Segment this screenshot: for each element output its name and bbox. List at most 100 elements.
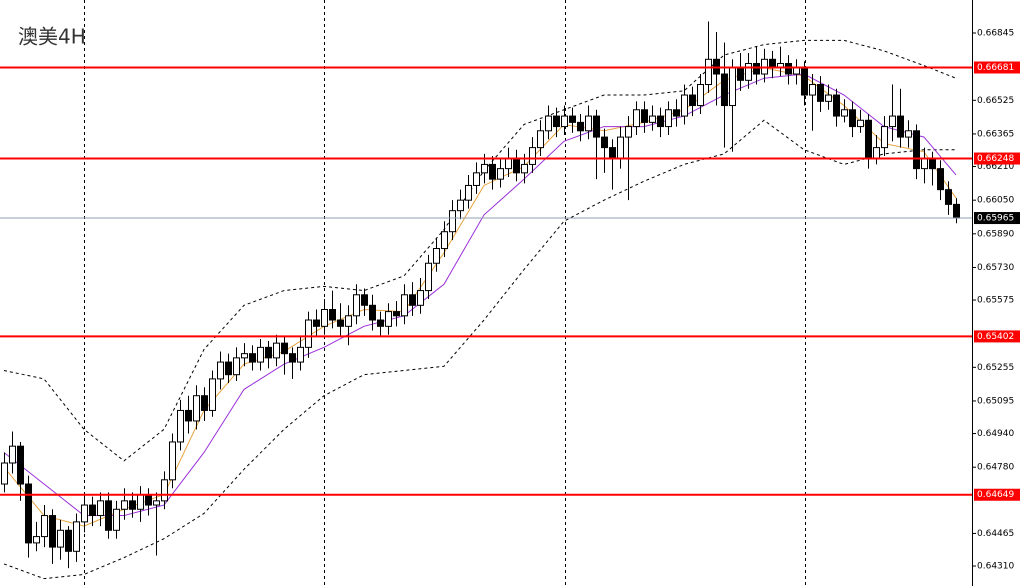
candle-body	[281, 342, 288, 355]
candle-body	[753, 62, 760, 75]
candle-body	[529, 147, 536, 165]
candle-body	[641, 109, 648, 123]
candle-body	[809, 84, 816, 96]
candle-body	[57, 529, 64, 548]
candle-body	[473, 172, 480, 186]
candle-body	[369, 304, 376, 321]
candle-body	[561, 115, 568, 128]
candle-body	[609, 147, 616, 159]
candle-body	[185, 409, 192, 422]
y-tick-label: 0.65255	[977, 363, 1014, 373]
candle-body	[121, 500, 128, 510]
candle-body	[177, 409, 184, 443]
candle-body	[737, 67, 744, 81]
candle-body	[393, 311, 400, 317]
candle-body	[865, 119, 872, 159]
candle-body	[929, 157, 936, 170]
candle-body	[361, 294, 368, 306]
candle-body	[585, 115, 592, 132]
candle-body	[89, 504, 96, 517]
candle-body	[897, 115, 904, 138]
chart-title: 澳美4H	[18, 25, 86, 49]
plot	[1, 0, 960, 586]
level-label: 0.64649	[977, 490, 1014, 500]
candle-body	[785, 62, 792, 75]
candle-body	[953, 203, 960, 219]
candle-body	[209, 378, 216, 411]
y-tick-label: 0.66365	[977, 129, 1014, 139]
y-tick-label: 0.66525	[977, 96, 1014, 106]
candle-body	[9, 445, 16, 464]
candle-body	[889, 115, 896, 128]
y-tick-label: 0.64780	[977, 463, 1014, 473]
candle-body	[601, 136, 608, 149]
y-tick-label: 0.66050	[977, 196, 1014, 206]
candle-body	[433, 248, 440, 264]
candle-body	[849, 109, 856, 128]
candle-body	[145, 494, 152, 506]
candle-body	[721, 73, 728, 107]
candle-body	[377, 319, 384, 327]
candle-body	[553, 115, 560, 128]
candle-body	[201, 395, 208, 411]
candle-body	[297, 346, 304, 363]
candle-body	[729, 67, 736, 107]
candle-body	[665, 109, 672, 128]
candle-body	[385, 311, 392, 327]
candle-body	[345, 315, 352, 327]
candle-body	[417, 290, 424, 306]
candle-body	[153, 500, 160, 506]
candle-body	[233, 357, 240, 376]
candle-body	[921, 157, 928, 170]
level-label: 0.66248	[977, 154, 1014, 164]
candle-body	[401, 294, 408, 317]
candle-body	[313, 319, 320, 327]
y-tick-label: 0.64465	[977, 529, 1014, 539]
candle-body	[1, 462, 8, 485]
candle-body	[697, 84, 704, 107]
candle-body	[257, 346, 264, 363]
candle-body	[745, 62, 752, 81]
candle-body	[497, 168, 504, 180]
candle-body	[457, 199, 464, 212]
candle-body	[449, 210, 456, 233]
candle-body	[505, 157, 512, 170]
candle-body	[937, 168, 944, 191]
candle-body	[625, 126, 632, 138]
candle-body	[81, 504, 88, 523]
y-tick-label: 0.65575	[977, 296, 1014, 306]
y-tick-label: 0.64940	[977, 429, 1014, 439]
current-price-box	[974, 212, 1020, 225]
candle-body	[481, 163, 488, 174]
candle-body	[161, 479, 168, 502]
candle-body	[857, 119, 864, 128]
candle-body	[337, 319, 344, 327]
candle-body	[569, 115, 576, 123]
candle-body	[649, 115, 656, 123]
candle-body	[25, 483, 32, 544]
candle-body	[65, 529, 72, 552]
candle-body	[521, 163, 528, 174]
candle-body	[633, 109, 640, 128]
candle-body	[225, 361, 232, 376]
candle-body	[881, 126, 888, 149]
candle-body	[617, 136, 624, 159]
y-tick-label: 0.65095	[977, 396, 1014, 406]
candle-body	[577, 121, 584, 132]
candle-body	[465, 184, 472, 201]
level-label-box	[974, 61, 1020, 74]
candle-body	[945, 189, 952, 205]
candle-body	[913, 130, 920, 170]
y-tick-label: 0.65890	[977, 229, 1014, 239]
candle-body	[673, 109, 680, 117]
candle-body	[305, 319, 312, 348]
candle-body	[105, 500, 112, 531]
current-price-label: 0.65965	[977, 214, 1014, 224]
candle-body	[33, 536, 40, 544]
level-label-box	[974, 488, 1020, 501]
level-label-box	[974, 152, 1020, 165]
y-tick-label: 0.65730	[977, 263, 1014, 273]
candle-body	[537, 130, 544, 149]
candle-body	[321, 309, 328, 327]
candle-body	[793, 67, 800, 75]
